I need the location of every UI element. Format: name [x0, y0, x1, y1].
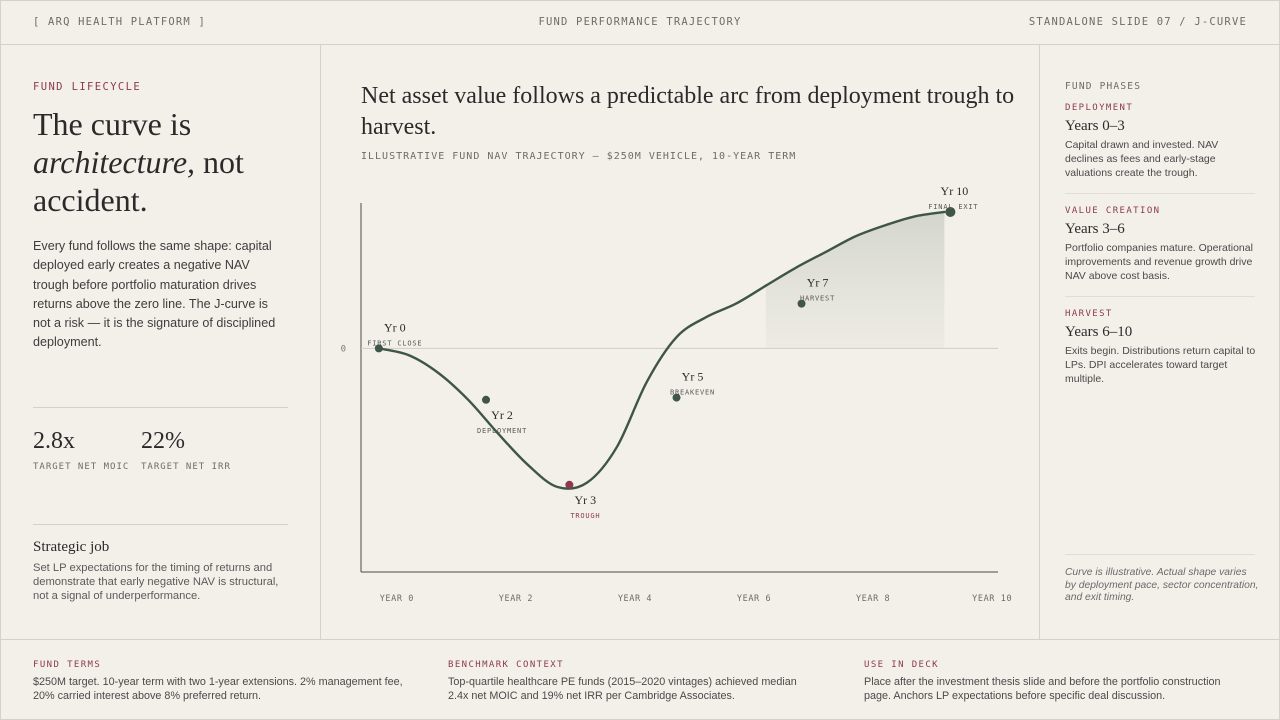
- headline-part-2: not: [195, 144, 244, 180]
- divider: [1065, 554, 1255, 555]
- curve-disclaimer: Curve is illustrative. Actual shape vari…: [1065, 567, 1259, 603]
- nav-chart: 0 Yr 0 FIRST CLOSE Yr 2 DEPLOYMENT Yr 3 TROUGH…: [341, 184, 1012, 604]
- divider: [1065, 296, 1255, 297]
- benchmark-context: BENCHMARK CONTEXT Top-quartile healthcar…: [448, 660, 818, 703]
- milestone-stage-label: FINAL EXIT: [928, 203, 978, 211]
- headline-emphasis: architecture,: [33, 144, 196, 180]
- milestone-year-label: Yr 10: [941, 184, 969, 198]
- milestone-stage-label: FIRST CLOSE: [367, 339, 422, 347]
- milestone-point: [797, 299, 806, 308]
- lede-paragraph: Every fund follows the same shape: capit…: [33, 239, 276, 350]
- milestone-stage-label: TROUGH: [570, 512, 600, 520]
- fund-terms-kicker: FUND TERMS: [33, 660, 102, 670]
- slide-number: STANDALONE SLIDE 07 / J-CURVE: [1028, 16, 1247, 28]
- phase-kicker: DEPLOYMENT: [1065, 103, 1134, 113]
- phase-title: Years 6–10: [1065, 324, 1133, 340]
- use-in-deck: USE IN DECK Place after the investment t…: [864, 660, 1234, 703]
- milestone-stage-label: BREAKEVEN: [670, 389, 715, 397]
- phase-kicker: HARVEST: [1065, 309, 1113, 319]
- center-panel: Net asset value follows a predictable ar…: [321, 45, 1039, 639]
- bottom-strip: FUND TERMS $250M target. 10-year term wi…: [0, 639, 1280, 720]
- fund-terms-text: $250M target. 10-year term with two 1-ye…: [33, 676, 403, 702]
- harvest-area: [765, 211, 945, 349]
- milestone-point: [672, 393, 681, 402]
- phase-text: Exits begin. Distributions return capita…: [1065, 345, 1256, 385]
- divider: [1065, 193, 1255, 194]
- stat-irr: 22% TARGET NET IRR: [141, 428, 231, 472]
- x-tick-label: YEAR 0: [380, 594, 414, 604]
- left-panel: FUND LIFECYCLE The curve is architecture,…: [0, 45, 321, 639]
- x-tick-label: YEAR 6: [737, 594, 771, 604]
- nav-curve-line: [377, 210, 946, 490]
- x-tick-label: YEAR 10: [972, 594, 1012, 604]
- strategic-job-text: Set LP expectations for the timing of re…: [33, 562, 279, 602]
- phase-text: Portfolio companies mature. Operational …: [1065, 242, 1253, 282]
- milestone-year-label: Yr 5: [682, 370, 704, 384]
- milestone-year-label: Yr 7: [807, 276, 829, 290]
- divider: [33, 524, 288, 525]
- use-in-deck-kicker: USE IN DECK: [864, 660, 940, 670]
- stat-label: TARGET NET MOIC: [33, 462, 130, 472]
- milestone-point: [482, 395, 491, 404]
- milestone-point: [565, 480, 574, 489]
- stat-value: 22%: [141, 428, 185, 454]
- headline: The curve is architecture, not accident.: [33, 105, 303, 219]
- benchmark-text: Top-quartile healthcare PE funds (2015–2…: [448, 676, 797, 702]
- x-tick-label: YEAR 2: [499, 594, 533, 604]
- zero-label: 0: [341, 344, 346, 354]
- divider: [33, 407, 288, 408]
- benchmark-kicker: BENCHMARK CONTEXT: [448, 660, 564, 670]
- milestone-year-label: Yr 3: [575, 493, 597, 507]
- headline-part-3: accident.: [33, 182, 148, 218]
- right-panel: FUND PHASES DEPLOYMENT Years 0–3 Capital…: [1039, 45, 1280, 639]
- platform-label: [ ARQ HEALTH PLATFORM ]: [33, 16, 206, 28]
- stat-label: TARGET NET IRR: [141, 462, 231, 472]
- milestone-year-label: Yr 0: [384, 320, 406, 334]
- chart-title: Net asset value follows a predictable ar…: [361, 83, 1015, 140]
- phases-heading: FUND PHASES: [1065, 81, 1142, 92]
- milestone-stage-label: DEPLOYMENT: [477, 427, 527, 435]
- phase-kicker: VALUE CREATION: [1065, 206, 1161, 216]
- section-kicker: FUND LIFECYCLE: [33, 81, 142, 93]
- phase-value-creation: VALUE CREATION Years 3–6 Portfolio compa…: [1065, 206, 1257, 283]
- fund-terms: FUND TERMS $250M target. 10-year term wi…: [33, 660, 403, 703]
- top-bar: [ ARQ HEALTH PLATFORM ] FUND PERFORMANCE…: [0, 0, 1280, 45]
- milestone-point: [945, 206, 956, 217]
- chart-subtitle: ILLUSTRATIVE FUND NAV TRAJECTORY — $250M…: [361, 151, 797, 162]
- strategic-job-title: Strategic job: [33, 539, 110, 555]
- headline-part-1: The curve is: [33, 106, 192, 142]
- milestone-stage-label: HARVEST: [800, 295, 835, 303]
- x-tick-label: YEAR 8: [856, 594, 890, 604]
- phase-deployment: DEPLOYMENT Years 0–3 Capital drawn and i…: [1065, 103, 1257, 180]
- slide-topic: FUND PERFORMANCE TRAJECTORY: [538, 16, 742, 28]
- milestone-year-label: Yr 2: [491, 408, 513, 422]
- x-tick-label: YEAR 4: [618, 594, 652, 604]
- phase-text: Capital drawn and invested. NAV declines…: [1065, 139, 1219, 179]
- stat-value: 2.8x: [33, 428, 75, 454]
- phase-title: Years 0–3: [1065, 118, 1125, 134]
- phase-title: Years 3–6: [1065, 221, 1125, 237]
- stat-moic: 2.8x TARGET NET MOIC: [33, 428, 129, 472]
- use-in-deck-text: Place after the investment thesis slide …: [864, 676, 1221, 702]
- phase-harvest: HARVEST Years 6–10 Exits begin. Distribu…: [1065, 309, 1257, 386]
- milestone-point: [374, 344, 383, 353]
